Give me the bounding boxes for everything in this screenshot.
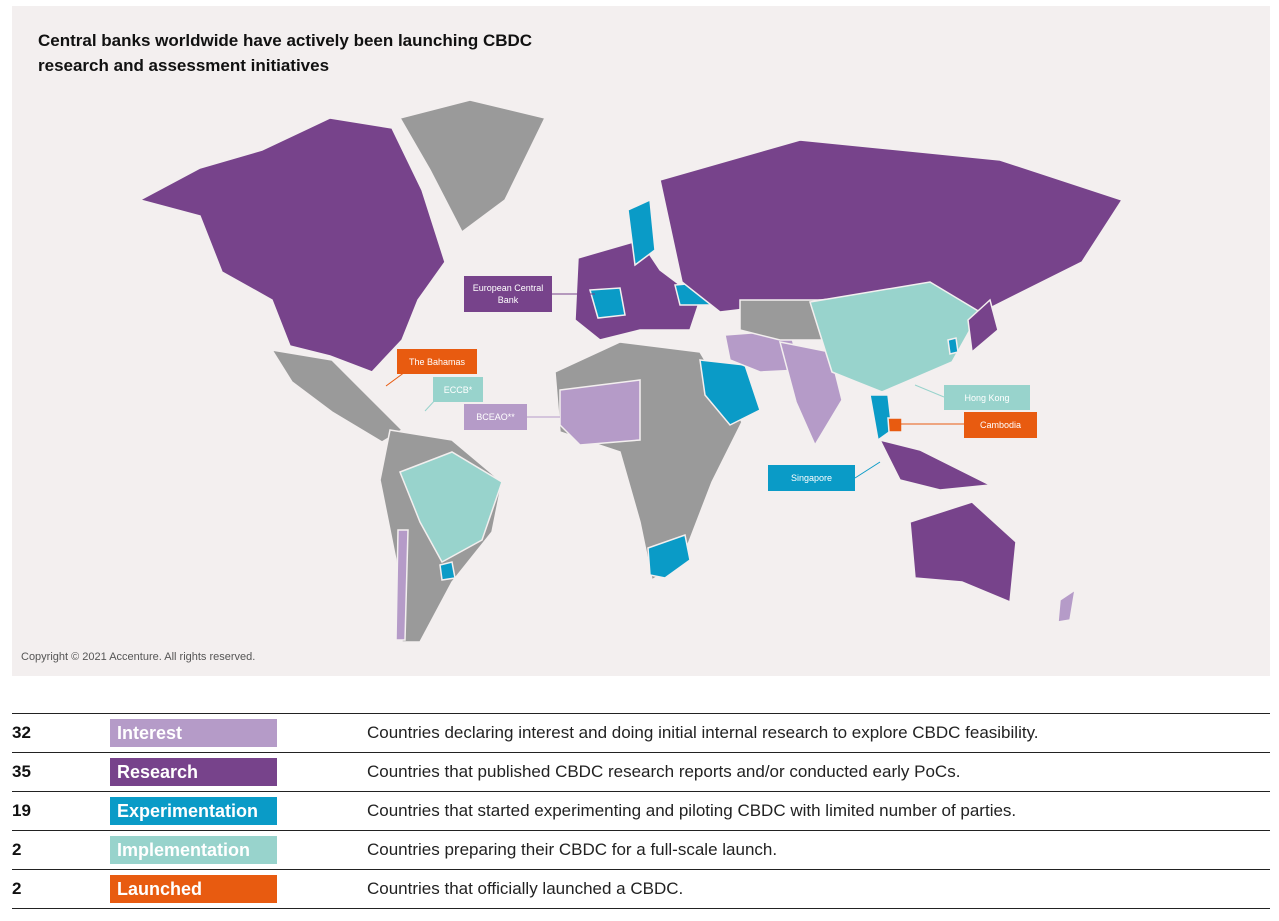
- badge-research: Research: [110, 758, 277, 786]
- page-title: Central banks worldwide have actively be…: [38, 31, 533, 75]
- korea-experimentation: [947, 337, 959, 355]
- callout-singapore: Singapore: [768, 465, 855, 491]
- count: 19: [12, 801, 31, 820]
- legend-row-experimentation: 19 Experimentation Countries that starte…: [12, 791, 1270, 830]
- singapore-leader: [854, 461, 881, 479]
- description: Countries that published CBDC research r…: [367, 762, 961, 781]
- world-map: [137, 99, 1124, 642]
- saudi-arabia-experimentation: [699, 359, 761, 426]
- description: Countries declaring interest and doing i…: [367, 723, 1039, 742]
- callout-bceao: BCEAO**: [464, 404, 527, 430]
- france-experimentation: [589, 287, 626, 319]
- cambodia-launched: [887, 417, 903, 433]
- count: 2: [12, 879, 22, 898]
- map-panel: [12, 6, 1270, 676]
- copyright: Copyright © 2021 Accenture. All rights r…: [21, 651, 256, 663]
- chile-interest: [395, 529, 409, 641]
- australia-research: [909, 501, 1017, 604]
- legend-row-launched: 2 Launched Countries that officially lau…: [12, 869, 1270, 909]
- bahamas-leader: [385, 371, 406, 387]
- description: Countries preparing their CBDC for a ful…: [367, 840, 778, 859]
- badge-interest: Interest: [110, 719, 277, 747]
- badge-experimentation: Experimentation: [110, 797, 277, 825]
- new-zealand-interest: [1057, 588, 1077, 623]
- sweden-experimentation: [627, 198, 656, 267]
- japan-research: [967, 298, 999, 354]
- north-america-research: [137, 117, 446, 373]
- legend-row-implementation: 2 Implementation Countries preparing the…: [12, 830, 1270, 869]
- legend-row-interest: 32 Interest Countries declaring interest…: [12, 713, 1270, 752]
- south-africa-experimentation: [647, 534, 691, 579]
- callout-hongkong: Hong Kong: [944, 385, 1030, 410]
- badge-launched: Launched: [110, 875, 277, 903]
- india-interest: [778, 341, 843, 447]
- callout-ecb: European Central Bank: [464, 276, 552, 312]
- count: 35: [12, 762, 31, 781]
- uruguay-experimentation: [439, 561, 456, 581]
- hongkong-leader: [914, 384, 945, 398]
- description: Countries that officially launched a CBD…: [367, 879, 684, 898]
- count: 2: [12, 840, 22, 859]
- west-africa-interest: [559, 379, 641, 446]
- legend-table: 32 Interest Countries declaring interest…: [12, 713, 1270, 909]
- count: 32: [12, 723, 31, 742]
- greenland: [398, 99, 547, 234]
- callout-eccb: ECCB*: [433, 377, 483, 402]
- central-asia: [739, 299, 831, 341]
- badge-implementation: Implementation: [110, 836, 277, 864]
- russia-research: [659, 139, 1124, 313]
- mexico-central-america: [270, 348, 404, 443]
- description: Countries that started experimenting and…: [367, 801, 1017, 820]
- callout-cambodia: Cambodia: [964, 412, 1037, 438]
- china-implementation: [809, 281, 982, 393]
- callout-bahamas: The Bahamas: [397, 349, 477, 374]
- southeast-asia-research: [878, 438, 993, 491]
- brazil-implementation: [399, 451, 503, 564]
- legend-row-research: 35 Research Countries that published CBD…: [12, 752, 1270, 791]
